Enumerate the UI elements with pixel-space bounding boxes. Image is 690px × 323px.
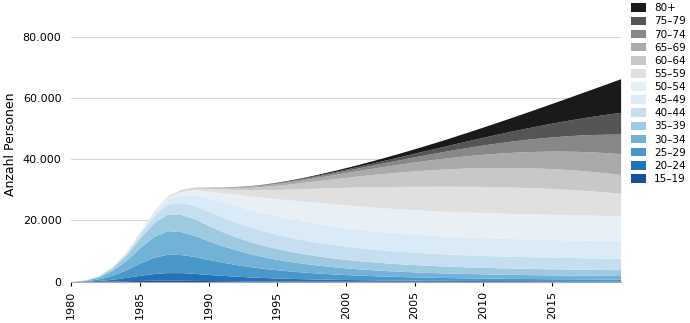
Legend: 80+, 75–79, 70–74, 65–69, 60–64, 55–59, 50–54, 45–49, 40–44, 35–39, 30–34, 25–29: 80+, 75–79, 70–74, 65–69, 60–64, 55–59, … bbox=[631, 3, 686, 184]
Y-axis label: Anzahl Personen: Anzahl Personen bbox=[4, 92, 17, 196]
